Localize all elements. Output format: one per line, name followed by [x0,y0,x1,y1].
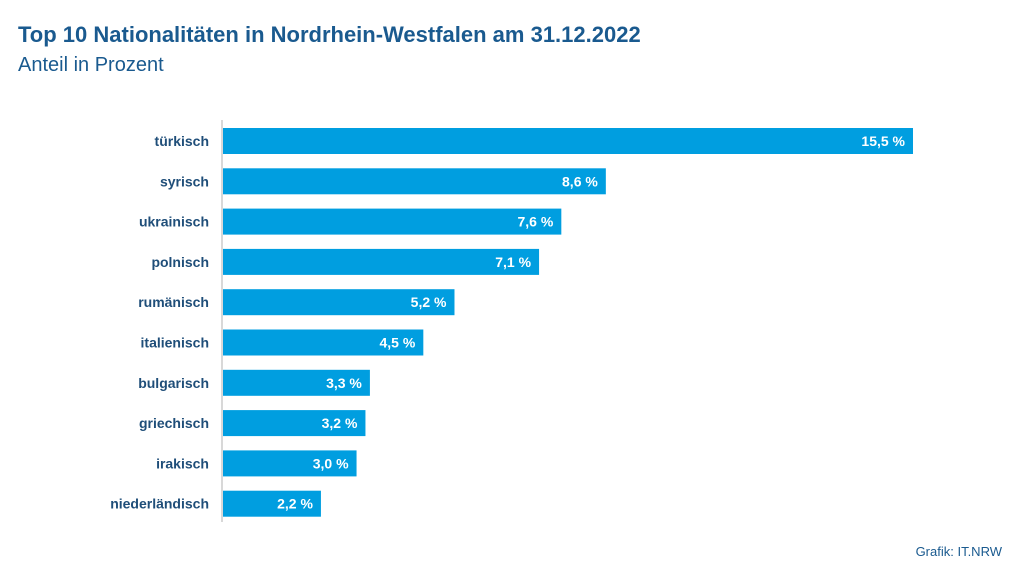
bar-2 [223,208,562,235]
bar-0 [223,128,913,154]
bar-4 [223,289,455,316]
bar-9 [223,490,321,517]
category-label-4: rumänisch [138,294,209,310]
value-label-3: 7,1 % [495,254,531,270]
value-label-1: 8,6 % [562,173,598,189]
value-label-6: 3,3 % [326,375,362,391]
value-label-0: 15,5 % [861,133,905,149]
bar-7 [223,410,366,437]
bar-8 [223,450,357,477]
chart-subtitle: Anteil in Prozent [18,54,164,76]
bar-6 [223,369,370,396]
bars-group: türkisch 15,5 % syrisch 8,6 % ukrainisch 7,6 … [110,128,913,517]
category-label-3: polnisch [151,254,209,270]
value-label-7: 3,2 % [322,415,358,431]
value-label-8: 3,0 % [313,455,349,471]
category-label-6: bulgarisch [138,375,209,391]
value-label-4: 5,2 % [411,294,447,310]
value-label-2: 7,6 % [518,214,554,230]
bar-3 [223,248,540,275]
bar-5 [223,329,424,356]
category-label-1: syrisch [160,173,209,189]
source-note: Grafik: IT.NRW [915,544,1002,559]
bar-1 [223,168,606,195]
category-label-0: türkisch [155,133,209,149]
value-label-5: 4,5 % [380,335,416,351]
chart-title: Top 10 Nationalitäten in Nordrhein-Westf… [18,22,641,47]
value-label-9: 2,2 % [277,496,313,512]
category-label-2: ukrainisch [139,214,209,230]
category-label-7: griechisch [139,415,209,431]
category-label-8: irakisch [156,455,209,471]
category-label-5: italienisch [141,335,209,351]
category-label-9: niederländisch [110,496,209,512]
